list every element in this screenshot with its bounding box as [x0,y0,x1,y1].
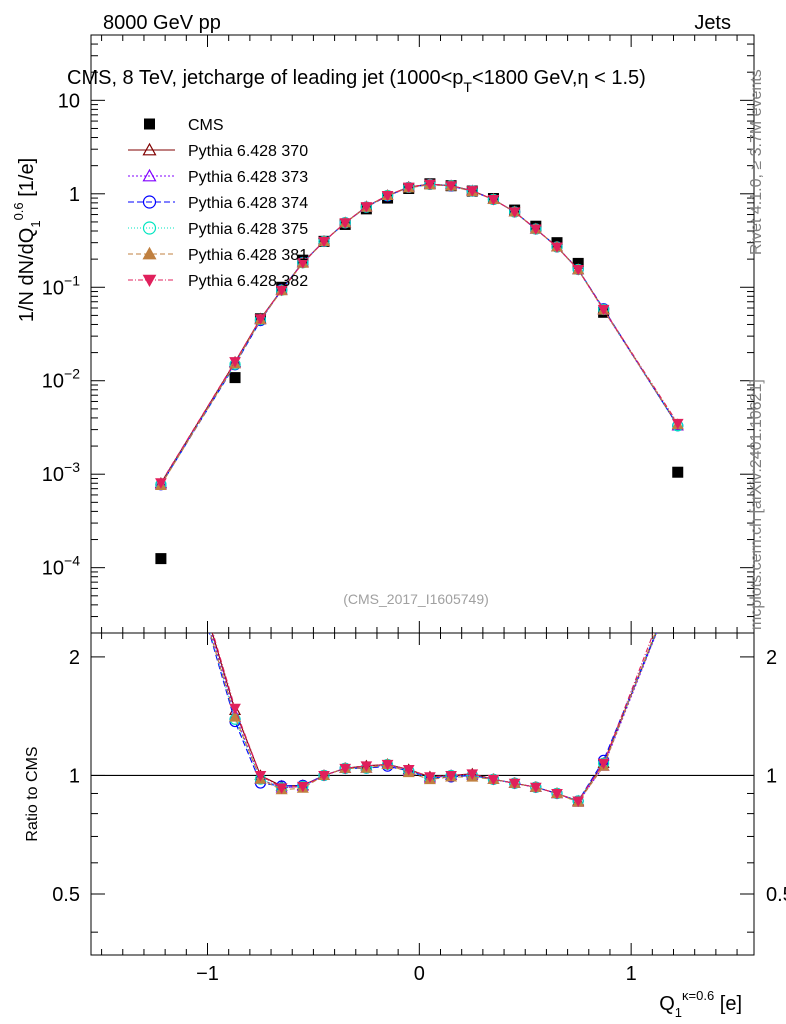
ratio-point-p382 [487,774,500,786]
y-tick-label: 10−1 [42,272,80,299]
ratio-line-p382 [212,633,655,802]
ratio-tick-label-right: 1 [766,765,777,787]
ratio-point-p382 [508,778,521,790]
legend-marker-p373 [142,168,157,182]
data-point-p382 [275,285,288,297]
data-point-p382 [402,182,415,194]
ratio-point-p381 [229,710,242,722]
x-tick-label: 0 [414,963,425,985]
data-point-p382 [360,202,373,213]
data-point-p382 [529,224,542,236]
data-point-p382 [487,194,500,206]
legend-label-p370: Pythia 6.428 370 [188,143,308,160]
legend-marker-p375 [142,221,157,235]
ratio-point-p382 [296,781,309,793]
data-point-p382 [229,357,241,368]
data-point-p382 [339,218,352,229]
data-point-cms [155,553,167,565]
x-tick-label: −1 [196,963,219,985]
mcplots-source-label: mcplots.cern.ch [arXiv:2401.10621] [748,379,765,630]
x-tick-label: 1 [626,963,637,985]
ratio-tick-label: 0.5 [52,884,80,906]
analysis-watermark: (CMS_2017_I1605749) [343,591,489,607]
y-tick-label: 10 [58,90,80,112]
legend-marker-p381 [142,246,157,260]
plot-title: CMS, 8 TeV, jetcharge of leading jet (10… [67,67,646,95]
legend-label-p375: Pythia 6.428 375 [188,221,308,238]
data-point-cms [672,466,684,478]
ratio-point-p382 [254,770,267,782]
legend-marker-p382 [142,274,157,288]
ratio-axis-label: Ratio to CMS [24,746,41,841]
y-tick-label: 10−3 [42,459,80,486]
y-axis-label: 1/N dN/dQ10.6 [1/e] [11,158,43,322]
legend: CMS Pythia 6.428 370 Pythia 6.428 373 Pythi… [128,117,308,290]
ratio-point-p382 [339,763,352,775]
legend-marker-cms [144,118,155,130]
header-left-label: 8000 GeV pp [103,12,221,34]
ratio-tick-label-right: 2 [766,647,777,669]
x-axis-label: Q1κ=0.6 [e] [659,988,742,1020]
data-point-p382 [466,186,479,197]
data-point-p382 [597,304,610,316]
data-point-p382 [381,190,394,202]
legend-marker-p370 [142,142,157,156]
data-point-p382 [296,258,309,269]
ratio-point-p382 [466,769,479,780]
data-point-p382 [445,181,457,192]
ratio-series-group [208,633,658,808]
y-tick-label: 1 [69,184,80,206]
legend-label-p374: Pythia 6.428 374 [188,195,308,212]
ratio-point-p382 [529,782,542,794]
main-plot-area: 10 1 10−1 10−2 10−3 10−4 [42,34,754,634]
ratio-point-p382 [381,759,394,771]
data-point-p382 [424,179,436,191]
header-right-label: Jets [694,12,731,34]
ratio-point-p382 [229,703,241,715]
ratio-point-p382 [424,772,436,783]
rivet-version-label: Rivet 4.1.0, ≥ 3.7M events [748,69,765,255]
series-line-p382 [160,183,679,484]
data-point-p382 [318,236,330,248]
ratio-point-p382 [360,761,373,772]
data-point-p382 [671,418,684,430]
ratio-point-p382 [551,788,563,800]
ratio-tick-label: 1 [69,765,80,787]
data-point-p382 [572,264,585,276]
ratio-point-p382 [402,765,415,776]
ratio-plot-frame [90,632,755,956]
data-point-p382 [155,478,167,489]
y-tick-label: 10−2 [42,366,80,393]
data-point-cms [229,372,241,384]
legend-label-p381: Pythia 6.428 381 [188,247,308,264]
ratio-point-p382 [597,758,610,770]
ratio-plot-area: −1 0 1 0.5 0.5 1 1 2 2 [52,35,786,985]
legend-label-p373: Pythia 6.428 373 [188,169,308,186]
ratio-line-p375 [209,633,657,802]
legend-marker-p374 [142,195,157,209]
ratio-point-p382 [572,796,585,808]
legend-label-cms: CMS [188,117,224,134]
data-point-p382 [508,207,521,218]
ratio-tick-label: 2 [69,647,80,669]
data-point-p382 [551,242,563,253]
ratio-point-p382 [445,770,457,782]
legend-label-p382: Pythia 6.428 382 [188,273,308,290]
ratio-point-p382 [318,770,330,782]
data-point-p382 [254,314,267,325]
ratio-tick-label-right: 0.5 [766,884,786,906]
y-tick-label: 10−4 [42,553,80,580]
ratio-point-p382 [275,783,288,794]
